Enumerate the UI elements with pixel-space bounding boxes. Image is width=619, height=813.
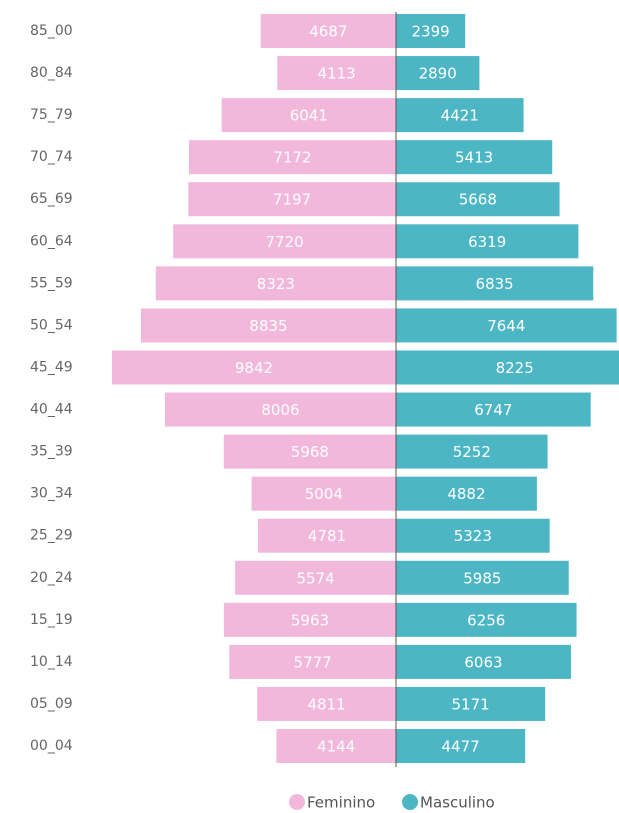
category-label: 15_19 [30,612,73,628]
bar [221,98,396,133]
bar [257,686,396,721]
value-label: 8835 [249,317,287,335]
bar [396,476,537,511]
category-label: 70_74 [30,149,73,165]
category-label: 60_64 [30,233,73,249]
value-label: 6041 [290,107,328,125]
category-label: 55_59 [30,275,73,291]
value-label: 7720 [266,233,304,251]
category-label: 20_24 [30,570,73,586]
bar [396,14,466,48]
bar [276,729,396,764]
value-label: 4687 [309,23,347,41]
value-label: 5171 [452,695,490,713]
value-label: 4477 [442,738,480,756]
category-label: 05_09 [30,696,73,712]
bar [396,308,617,343]
category-label: 40_44 [30,402,73,418]
bar [189,140,396,175]
value-label: 4113 [318,65,356,83]
bar [223,602,396,637]
bar [396,560,569,595]
value-label: 5963 [291,611,329,629]
bar [277,56,396,91]
bar [396,729,526,764]
value-label: 4781 [308,527,346,545]
bar [141,308,396,343]
bar [164,392,396,427]
bar [396,266,594,301]
value-label: 8323 [257,275,295,293]
category-label: 45_49 [30,359,73,375]
value-label: 4144 [317,738,355,756]
bar [111,350,397,385]
category-label: 30_34 [30,486,73,502]
bar [396,98,524,133]
bar [260,14,396,48]
bar [155,266,396,301]
bar [396,518,550,553]
bar [173,224,396,259]
value-label: 9842 [235,359,273,377]
value-label: 2890 [419,65,457,83]
value-label: 6319 [468,233,506,251]
category-label: 50_54 [30,317,73,333]
value-label: 6835 [476,275,514,293]
value-label: 7644 [487,317,525,335]
category-label: 80_84 [30,65,73,81]
value-label: 7172 [273,149,311,167]
value-label: 5413 [455,149,493,167]
category-label: 25_29 [30,528,73,544]
value-label: 5323 [454,527,492,545]
legend-swatch [289,794,305,810]
bar [396,350,619,385]
bar [223,434,396,469]
bar [188,182,396,217]
value-label: 7197 [273,191,311,209]
bar [396,602,577,637]
category-label: 35_39 [30,444,73,460]
category-label: 85_00 [30,23,73,39]
value-label: 2399 [412,23,450,41]
value-label: 5968 [291,443,329,461]
bar [396,392,591,427]
bar [396,644,571,679]
bar [396,434,548,469]
value-label: 4882 [447,485,485,503]
category-label: 10_14 [30,654,73,670]
value-label: 6747 [474,401,512,419]
value-label: 5252 [453,443,491,461]
legend-label: Feminino [307,794,375,812]
category-label: 75_79 [30,107,73,123]
value-label: 6256 [467,611,505,629]
value-label: 4421 [441,107,479,125]
value-label: 5985 [463,569,501,587]
category-label: 00_04 [30,738,73,754]
bar [258,518,396,553]
bar [396,224,579,259]
bar [396,182,560,217]
bar [396,56,480,91]
value-label: 5574 [296,569,334,587]
bar [229,644,396,679]
bar [396,140,553,175]
legend-label: Masculino [420,794,495,812]
value-label: 8225 [496,359,534,377]
value-label: 6063 [464,653,502,671]
value-label: 5777 [294,653,332,671]
category-label: 65_69 [30,191,73,207]
bar [251,476,396,511]
value-label: 8006 [261,401,299,419]
legend-swatch [402,794,418,810]
bar [396,686,546,721]
value-label: 5004 [305,485,343,503]
value-label: 5668 [459,191,497,209]
value-label: 4811 [307,695,345,713]
bar [235,560,396,595]
